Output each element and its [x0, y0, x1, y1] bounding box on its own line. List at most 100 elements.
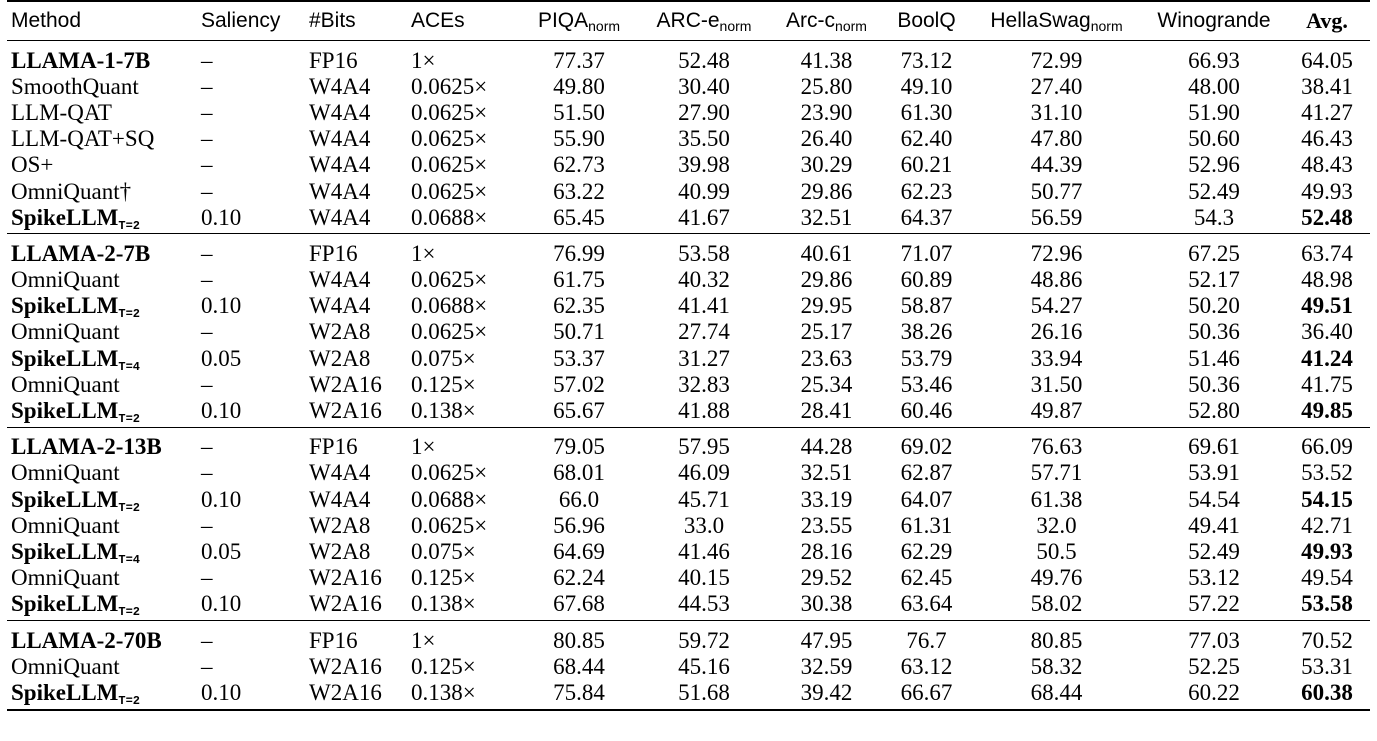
cell-winogrande: 50.20: [1188, 293, 1240, 319]
cell-arc-c: 23.90: [800, 99, 853, 125]
cell-arc-e: 40.99: [678, 178, 730, 204]
cell-hellaswag: 68.44: [1030, 679, 1083, 705]
cell-aces: 0.138×: [411, 591, 476, 617]
cell-winogrande: 52.25: [1188, 653, 1240, 679]
cell-method: OmniQuant†: [11, 178, 132, 204]
cell-bits: W4A4: [309, 152, 371, 178]
cell-arc-c: 32.51: [800, 204, 853, 230]
cell-avg: 53.31: [1301, 653, 1353, 679]
cell-arc-e: 41.67: [678, 204, 730, 230]
cell-winogrande: 67.25: [1188, 240, 1240, 266]
cell-hellaswag: 31.10: [1030, 99, 1083, 125]
cell-arc-c: 23.63: [800, 345, 853, 371]
cell-aces: 0.0625×: [411, 126, 488, 152]
cell-boolq: 64.07: [900, 486, 953, 512]
cell-boolq: 60.21: [900, 152, 953, 178]
header-row: Method Saliency #Bits ACEs PIQAnorm ARC-…: [7, 1, 1370, 41]
cell-saliency: –: [201, 434, 213, 460]
table-row: OmniQuant – W2A16 0.125× 57.02 32.83 25.34 53.4…: [7, 371, 1370, 397]
cell-method: OmniQuant: [11, 319, 120, 345]
cell-aces: 1×: [411, 434, 436, 460]
cell-piqa: 62.24: [553, 565, 605, 591]
timestep-subscript: T=2: [118, 693, 140, 708]
timestep-subscript: T=4: [118, 359, 140, 374]
cell-hellaswag: 72.99: [1030, 47, 1083, 73]
cell-bits: W4A4: [309, 99, 371, 125]
cell-hellaswag: 33.94: [1030, 345, 1083, 371]
cell-bits: W4A4: [309, 486, 371, 512]
table-row: OmniQuant† – W4A4 0.0625× 63.22 40.99 29.86 62.…: [7, 178, 1370, 204]
cell-hellaswag: 31.50: [1030, 371, 1083, 397]
cell-winogrande: 52.96: [1188, 152, 1240, 178]
cell-boolq: 63.12: [900, 653, 953, 679]
cell-arc-e: 27.74: [678, 319, 730, 345]
table-row: SpikeLLMT=4 0.05 W2A8 0.075× 64.69 41.46 28.16…: [7, 538, 1370, 567]
cell-piqa: 50.71: [553, 319, 605, 345]
cell-aces: 0.0625×: [411, 178, 488, 204]
table-row: LLM-QAT – W4A4 0.0625× 51.50 27.90 23.90 61.30 3…: [7, 99, 1370, 125]
cell-saliency: –: [201, 99, 213, 125]
cell-hellaswag: 26.16: [1030, 319, 1083, 345]
cell-method: LLM-QAT+SQ: [11, 126, 155, 152]
table-row: SpikeLLMT=2 0.10 W4A4 0.0688× 66.0 45.71 33.19…: [7, 486, 1370, 515]
cell-hellaswag: 54.27: [1030, 293, 1083, 319]
cell-boolq: 60.89: [900, 267, 953, 293]
cell-arc-c: 25.80: [800, 73, 853, 99]
cell-hellaswag: 80.85: [1030, 627, 1083, 653]
cell-aces: 1×: [411, 47, 436, 73]
cell-hellaswag: 49.76: [1030, 565, 1083, 591]
cell-boolq: 60.46: [900, 398, 953, 424]
model-group: LLAMA-2-7B – FP16 1× 76.99 53.58 40.61 71.07 72.…: [7, 234, 1370, 428]
cell-saliency: –: [201, 240, 213, 266]
cell-bits: W4A4: [309, 267, 371, 293]
cell-winogrande: 66.93: [1188, 47, 1240, 73]
cell-winogrande: 77.03: [1188, 627, 1240, 653]
cell-hellaswag: 76.63: [1030, 434, 1083, 460]
cell-winogrande: 53.91: [1188, 460, 1240, 486]
cell-winogrande: 48.00: [1188, 73, 1240, 99]
cell-hellaswag: 58.32: [1030, 653, 1083, 679]
cell-arc-c: 30.38: [800, 591, 853, 617]
cell-boolq: 53.46: [900, 371, 953, 397]
cell-hellaswag: 61.38: [1030, 486, 1083, 512]
cell-arc-e: 40.15: [678, 565, 730, 591]
cell-aces: 0.125×: [411, 653, 476, 679]
cell-hellaswag: 32.0: [1036, 512, 1077, 538]
table-row: OmniQuant – W2A8 0.0625× 56.96 33.0 23.55 61.31…: [7, 512, 1370, 538]
cell-aces: 0.0625×: [411, 73, 488, 99]
cell-winogrande: 49.41: [1188, 512, 1240, 538]
cell-bits: FP16: [309, 434, 358, 460]
results-table-container: Method Saliency #Bits ACEs PIQAnorm ARC-…: [7, 0, 1370, 711]
header-hellaswag: HellaSwagnorm: [990, 9, 1123, 34]
cell-winogrande: 51.90: [1188, 99, 1240, 125]
table-row: LLAMA-2-7B – FP16 1× 76.99 53.58 40.61 71.07 72.…: [7, 234, 1370, 267]
cell-piqa: 66.0: [558, 486, 600, 512]
cell-piqa: 55.90: [553, 126, 605, 152]
cell-avg: 54.15: [1301, 486, 1353, 512]
cell-aces: 0.0688×: [411, 204, 488, 230]
table-row: SpikeLLMT=2 0.10 W4A4 0.0688× 65.45 41.67 32.5…: [7, 204, 1370, 234]
cell-arc-c: 25.17: [800, 319, 853, 345]
cell-winogrande: 69.61: [1188, 434, 1240, 460]
cell-arc-c: 26.40: [800, 126, 853, 152]
cell-saliency: 0.10: [201, 293, 242, 319]
cell-saliency: 0.10: [201, 591, 242, 617]
cell-arc-c: 40.61: [800, 240, 853, 266]
cell-bits: W4A4: [309, 460, 371, 486]
cell-bits: W2A16: [309, 398, 382, 424]
cell-method: OmniQuant: [11, 512, 120, 538]
results-table: Method Saliency #Bits ACEs PIQAnorm ARC-…: [7, 0, 1370, 711]
cell-method: SpikeLLMT=2: [11, 486, 140, 515]
cell-aces: 0.0625×: [411, 267, 488, 293]
cell-method: SpikeLLMT=4: [11, 538, 140, 567]
cell-boolq: 69.02: [900, 434, 953, 460]
cell-hellaswag: 50.77: [1030, 178, 1083, 204]
cell-arc-e: 40.32: [678, 267, 730, 293]
cell-arc-c: 29.86: [800, 178, 853, 204]
table-row: OmniQuant – W2A16 0.125× 68.44 45.16 32.59 63.1…: [7, 653, 1370, 679]
cell-boolq: 62.45: [900, 565, 953, 591]
cell-avg: 63.74: [1301, 240, 1353, 266]
table-row: SpikeLLMT=2 0.10 W2A16 0.138× 65.67 41.88 28.4…: [7, 397, 1370, 427]
table-row: SpikeLLMT=2 0.10 W2A16 0.138× 75.84 51.68 39.4…: [7, 679, 1370, 709]
cell-bits: FP16: [309, 47, 358, 73]
